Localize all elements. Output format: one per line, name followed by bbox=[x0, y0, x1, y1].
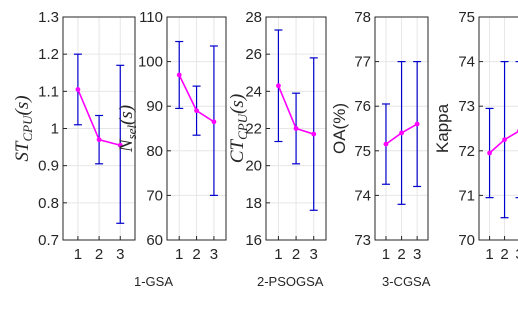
y-tick-label: 1.3 bbox=[38, 9, 59, 26]
y-axis-label: STCPU(s) bbox=[12, 95, 35, 161]
y-tick-label: 100 bbox=[138, 54, 163, 71]
y-axis-label-main: ST bbox=[12, 140, 33, 162]
y-tick-label: 73 bbox=[458, 98, 475, 115]
y-axis-label-main: OA(%) bbox=[330, 103, 349, 154]
y-tick-label: 1.2 bbox=[38, 46, 59, 63]
y-tick-label: 75 bbox=[354, 143, 371, 160]
plot-area bbox=[479, 17, 518, 240]
x-tick-label: 1 bbox=[485, 246, 493, 263]
y-tick-label: 78 bbox=[354, 9, 371, 26]
y-tick-label: 26 bbox=[245, 46, 262, 63]
axes-frame bbox=[478, 16, 518, 241]
y-tick-label: 71 bbox=[458, 187, 475, 204]
y-tick-label: 60 bbox=[146, 232, 163, 249]
y-axis-label-main: Kappa bbox=[433, 103, 452, 153]
axes-frame bbox=[374, 16, 429, 241]
y-tick-label: 24 bbox=[245, 83, 262, 100]
mean-point bbox=[176, 72, 182, 78]
y-tick-label: 110 bbox=[139, 9, 163, 26]
axes-frame bbox=[166, 16, 227, 241]
y-tick-label: 18 bbox=[245, 195, 262, 212]
x-tick-label: 1 bbox=[175, 246, 183, 263]
y-tick-label: 1.1 bbox=[38, 83, 59, 100]
x-tick-label: 2 bbox=[95, 246, 103, 263]
x-tick-label: 2 bbox=[500, 246, 508, 263]
y-tick-label: 0.7 bbox=[38, 232, 59, 249]
mean-point bbox=[293, 126, 299, 131]
mean-point bbox=[194, 108, 199, 114]
x-tick-label: 1 bbox=[74, 246, 82, 263]
y-axis-label: OA(%) bbox=[330, 103, 349, 154]
y-axis-label-subscript: CPU bbox=[235, 112, 250, 140]
subplot-3: 16 18 20 22 24 26 28 1 2 3 CTCPU(s) bbox=[227, 9, 327, 263]
y-axis-label-unit: (s) bbox=[227, 94, 248, 114]
legend-label-psogsa: 2-PSOGSA bbox=[257, 274, 324, 289]
y-axis-label-unit: (s) bbox=[116, 105, 137, 125]
x-tick-label: 1 bbox=[382, 246, 390, 263]
y-tick-label: 70 bbox=[458, 232, 475, 249]
mean-point bbox=[75, 87, 81, 92]
mean-point bbox=[487, 150, 492, 156]
x-tick-label: 3 bbox=[413, 246, 421, 263]
y-tick-label: 20 bbox=[245, 158, 262, 175]
axes-frame bbox=[62, 16, 136, 241]
mean-point bbox=[414, 121, 420, 127]
mean-point bbox=[96, 137, 102, 143]
y-axis-label-main: CT bbox=[227, 138, 248, 163]
y-tick-label: 90 bbox=[146, 98, 163, 115]
y-tick-label: 70 bbox=[146, 187, 163, 204]
y-tick-label: 0.9 bbox=[38, 158, 59, 175]
x-tick-label: 2 bbox=[397, 246, 405, 263]
y-tick-label: 74 bbox=[458, 54, 475, 71]
axes-frame bbox=[265, 16, 327, 241]
y-tick-label: 72 bbox=[458, 143, 475, 160]
legend-label-cgsa: 3-CGSA bbox=[382, 274, 431, 289]
y-axis-label: Kappa bbox=[433, 103, 452, 153]
y-tick-label: 0.8 bbox=[38, 195, 59, 212]
y-tick-label: 80 bbox=[146, 143, 163, 160]
x-tick-label: 2 bbox=[292, 246, 300, 263]
y-tick-label: 74 bbox=[354, 187, 371, 204]
y-axis-label-subscript: CPU bbox=[20, 114, 35, 142]
mean-point bbox=[383, 141, 389, 147]
subplot-4: 73 74 75 76 77 78 1 2 3 OA(%) bbox=[330, 9, 429, 263]
mean-point bbox=[117, 142, 123, 148]
y-axis-label: Nsel(s) bbox=[116, 105, 139, 153]
y-tick-label: 1 bbox=[51, 121, 59, 138]
x-tick-label: 3 bbox=[310, 246, 318, 263]
mean-point bbox=[211, 119, 217, 125]
mean-point bbox=[311, 131, 317, 137]
y-tick-label: 22 bbox=[245, 121, 262, 138]
y-axis-label-unit: (s) bbox=[12, 95, 33, 115]
x-tick-label: 3 bbox=[515, 246, 518, 263]
y-axis-label-main: N bbox=[116, 138, 137, 153]
y-tick-label: 75 bbox=[458, 9, 475, 26]
y-tick-label: 16 bbox=[245, 232, 262, 249]
y-tick-label: 73 bbox=[354, 232, 371, 249]
y-tick-label: 28 bbox=[245, 9, 262, 26]
mean-point bbox=[276, 83, 281, 89]
x-tick-label: 3 bbox=[116, 246, 124, 263]
y-tick-label: 77 bbox=[354, 54, 371, 71]
x-tick-label: 3 bbox=[210, 246, 218, 263]
legend-label-gsa: 1-GSA bbox=[134, 274, 173, 289]
y-axis-label: CTCPU(s) bbox=[227, 94, 250, 163]
mean-point bbox=[502, 137, 507, 143]
x-tick-label: 2 bbox=[192, 246, 200, 263]
x-tick-label: 1 bbox=[274, 246, 282, 263]
subplot-5: 70 71 72 73 74 75 123 Kappa bbox=[433, 9, 518, 263]
y-axis-label-subscript: sel bbox=[124, 125, 139, 140]
mean-point bbox=[399, 130, 404, 136]
y-tick-label: 76 bbox=[354, 98, 371, 115]
